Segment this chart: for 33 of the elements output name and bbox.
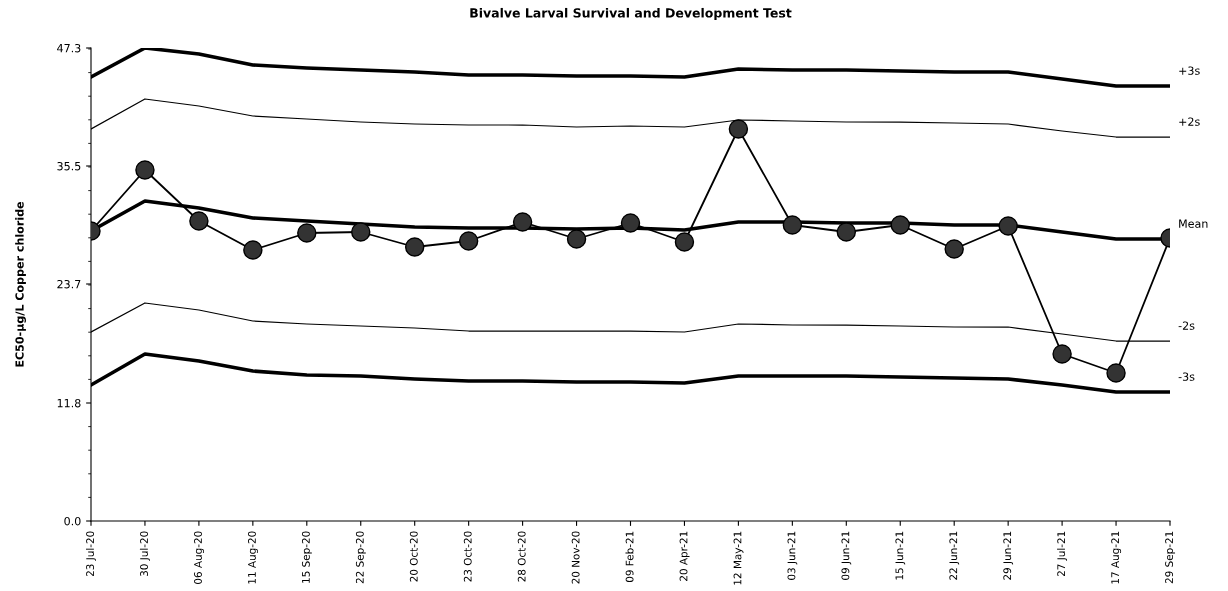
x-tick-label: 09 Feb-21 <box>625 531 634 583</box>
x-tick-label: 22 Jun-21 <box>949 531 960 580</box>
x-tick-label: 15 Sep-20 <box>301 531 312 583</box>
series-label: +2s <box>1179 117 1200 126</box>
y-axis-title: EC50-µg/L Copper chloride <box>15 201 26 367</box>
x-tick-label: 29 Jun-21 <box>1003 531 1014 580</box>
x-tick-label: 09 Jun-21 <box>841 531 852 580</box>
x-tick-label: 22 Sep-20 <box>355 531 366 584</box>
series-label: -2s <box>1178 321 1195 330</box>
x-tick-label: 11 Aug-20 <box>247 531 258 584</box>
y-tick-label: 23.7 <box>57 279 81 289</box>
series-label: -3s <box>1178 372 1195 381</box>
x-tick-label: 28 Oct-20 <box>517 531 526 582</box>
y-tick-label: 11.8 <box>57 398 81 408</box>
x-tick-label: 03 Jun-21 <box>787 531 798 580</box>
x-tick-label: 30 Jul-20 <box>139 531 150 577</box>
x-tick-label: 06 Aug-20 <box>194 531 204 584</box>
series-label: +3s <box>1179 66 1200 75</box>
x-tick-label: 20 Oct-20 <box>409 531 418 582</box>
x-tick-label: 17 Aug-21 <box>1111 531 1122 584</box>
x-tick-label: 20 Apr-21 <box>679 531 690 581</box>
y-tick-label: 0.0 <box>64 516 81 526</box>
x-tick-label: 23 Oct-20 <box>463 531 472 582</box>
x-tick-label: 20 Nov-20 <box>571 531 580 584</box>
y-tick-label: 35.5 <box>57 161 81 171</box>
chart-title: Bivalve Larval Survival and Development Test <box>470 7 792 21</box>
y-tick-label: 47.3 <box>57 43 81 53</box>
x-tick-label: 29 Sep-21 <box>1165 531 1176 584</box>
x-tick-label: 23 Jul-20 <box>85 531 96 577</box>
x-tick-label: 27 Jul-21 <box>1057 531 1068 577</box>
series-label: Mean <box>1179 219 1208 228</box>
x-tick-label: 12 May-21 <box>733 531 744 585</box>
x-tick-label: 15 Jun-21 <box>895 531 906 580</box>
